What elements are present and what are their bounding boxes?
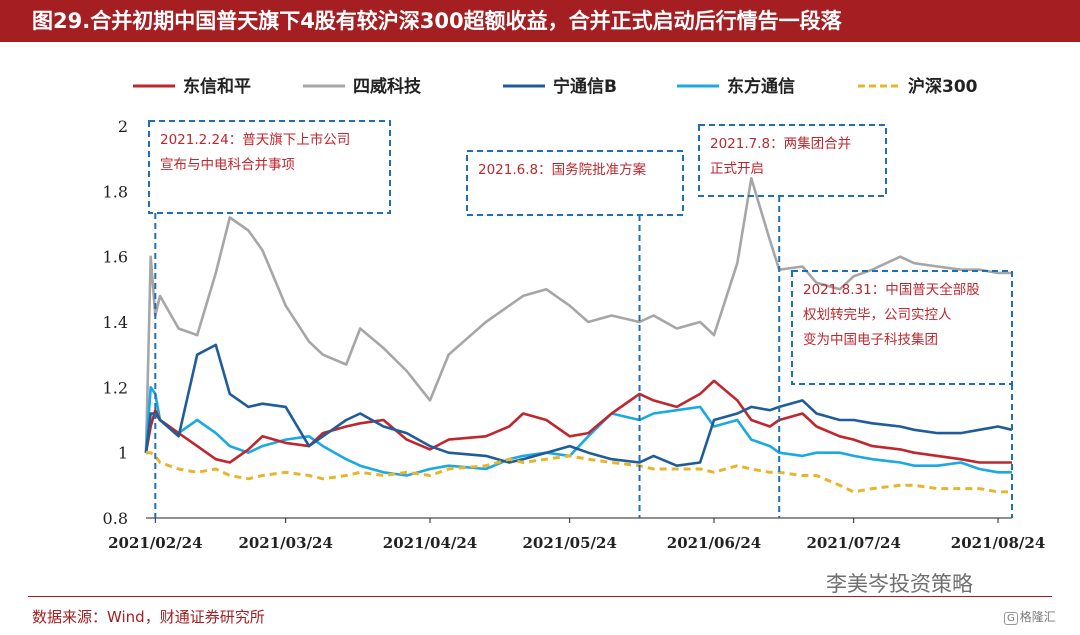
series-line <box>146 451 1012 494</box>
annotation-text: 2021.2.24：普天旗下上市公司 <box>160 131 350 148</box>
annotation-text: 变为中国电子科技集团 <box>803 332 938 348</box>
logo-mark-icon: G <box>1004 612 1018 625</box>
y-tick-label: 1.2 <box>103 378 128 397</box>
logo-text: 格隆汇 <box>1019 610 1056 624</box>
y-tick-label: 1.6 <box>103 248 128 267</box>
legend-label: 东方通信 <box>727 76 795 97</box>
legend-label: 宁通信B <box>553 76 617 97</box>
legend-label: 四威科技 <box>353 76 422 97</box>
annotation-text: 2021.7.8：两集团合并 <box>710 136 851 152</box>
legend-item: 宁通信B <box>503 76 617 97</box>
series-line <box>144 343 1013 468</box>
legend-item: 沪深300 <box>858 76 978 97</box>
site-logo: G 格隆汇 <box>1004 608 1056 625</box>
footer-divider <box>28 596 1052 597</box>
annotation-text: 正式开启 <box>710 161 764 177</box>
legend-label: 沪深300 <box>908 76 978 97</box>
annotation-box <box>148 120 391 214</box>
series-line <box>144 385 1012 477</box>
series-line <box>144 177 1012 453</box>
annotation-text: 2021.8.31：中国普天全部股 <box>803 281 980 298</box>
wechat-watermark: 李美岑投资策略 <box>826 572 973 596</box>
y-axis: 0.8 1 1.2 1.4 1.6 1.8 2 <box>103 117 128 528</box>
y-tick-label: 1.4 <box>103 313 128 332</box>
annotation-text: 2021.6.8：国务院批准方案 <box>478 161 647 178</box>
source-note: 数据来源：Wind，财通证券研究所 <box>32 608 265 626</box>
chart-legend: 东信和平 四威科技 宁通信B 东方通信 沪深300 <box>133 76 978 97</box>
series-layer <box>144 177 1013 494</box>
x-tick-label: 2021/03/24 <box>238 534 332 552</box>
annotation-box <box>791 270 1013 385</box>
line-chart: 东信和平 四威科技 宁通信B 东方通信 沪深300 0.811.21.41.61.82 … <box>103 76 1046 552</box>
y-tick-label: 0.8 <box>103 509 128 528</box>
chart-title: 图29.合并初期中国普天旗下4股有较沪深300超额收益，合并正式启动后行情告一段… <box>0 0 1080 42</box>
annotation-box <box>466 150 684 216</box>
annotation-box <box>698 124 887 197</box>
legend-label: 东信和平 <box>183 76 251 97</box>
y-tick-label: 2 <box>118 117 128 136</box>
x-tick-label: 2021/07/24 <box>806 534 900 552</box>
event-annotation: 2021.6.8：国务院批准方案 <box>466 150 684 518</box>
x-tick-label: 2021/05/24 <box>522 534 616 552</box>
x-tick-label: 2021/02/24 <box>108 534 202 552</box>
legend-item: 四威科技 <box>303 76 422 97</box>
legend-item: 东方通信 <box>677 76 795 97</box>
x-axis: 2021/02/24 2021/03/24 2021/04/24 2021/05/24… <box>108 517 1045 552</box>
x-tick-label: 2021/06/24 <box>667 534 761 552</box>
series-line <box>144 379 1012 464</box>
x-tick-label: 2021/04/24 <box>383 534 477 552</box>
legend-item: 东信和平 <box>133 76 251 97</box>
x-tick-label: 2021/08/24 <box>951 534 1045 552</box>
annotation-text: 权划转完毕，公司实控人 <box>803 306 952 323</box>
annotation-text: 宣布与中电科合并事项 <box>160 157 295 173</box>
y-tick-label: 1 <box>118 444 128 463</box>
y-tick-label: 1.8 <box>103 182 128 201</box>
